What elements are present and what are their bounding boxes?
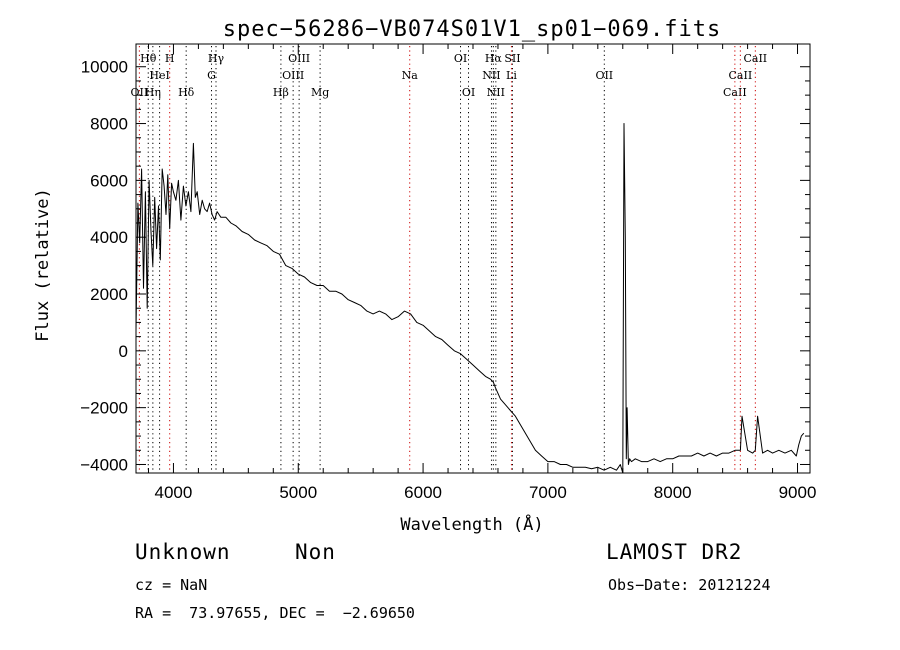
coordinates: RA = 73.97655, DEC = −2.69650	[135, 604, 415, 622]
x-tick-label-2: 6000	[404, 483, 442, 502]
spectrum-line	[135, 123, 805, 474]
line-marker-label-8: Hβ	[273, 86, 289, 99]
line-marker-label-6: G	[207, 69, 216, 82]
y-tick-label-1: −2000	[80, 399, 128, 418]
axes: 4000 5000 6000 7000 8000 9000 −4000 −2000 0 2000 4…	[80, 43, 817, 502]
line-marker-label-7: Hγ	[208, 52, 225, 65]
line-marker-label-9: OIII	[282, 69, 304, 82]
spectral-subclass: Non	[295, 540, 336, 564]
line-marker-label-2: Hη	[145, 86, 161, 99]
line-marker-label-0: OII	[131, 86, 149, 99]
y-tick-label-0: −4000	[80, 455, 128, 474]
x-axis-label: Wavelength (Å)	[400, 513, 543, 535]
line-marker-label-3: HeI	[149, 69, 169, 82]
line-marker-label-5: Hδ	[178, 86, 195, 99]
line-marker-label-16: Hα	[485, 52, 503, 65]
line-marker-label-18: SII	[504, 52, 520, 65]
x-tick-label-5: 9000	[779, 483, 817, 502]
line-marker-label-15: NII	[482, 69, 500, 82]
line-marker-label-20: OII	[595, 69, 613, 82]
line-marker-label-12: Na	[402, 69, 419, 82]
observation-date: Obs−Date: 20121224	[608, 576, 771, 594]
x-tick-label-1: 5000	[279, 483, 317, 502]
y-tick-label-3: 2000	[90, 285, 128, 304]
y-tick-label-2: 0	[119, 342, 128, 361]
spectral-line-markers: OII Hθ Hη HeI H Hδ G Hγ Hβ OIII OIII Mg Na OI OI NII Hα N…	[131, 46, 767, 472]
line-marker-label-23: CaII	[743, 52, 767, 65]
line-marker-label-1: Hθ	[140, 52, 157, 65]
survey-name: LAMOST DR2	[606, 540, 743, 564]
line-marker-label-17: NII	[487, 86, 505, 99]
y-tick-label-5: 6000	[90, 171, 128, 190]
line-marker-label-19: Li	[506, 69, 517, 82]
line-marker-label-14: OI	[462, 86, 475, 99]
redshift-cz: cz = NaN	[135, 576, 208, 594]
spectrum-series-0	[135, 123, 805, 474]
line-marker-label-22: CaII	[729, 69, 753, 82]
plot-frame	[135, 43, 811, 474]
x-tick-label-0: 4000	[155, 483, 193, 502]
x-tick-label-4: 8000	[654, 483, 692, 502]
y-tick-label-6: 8000	[90, 115, 128, 134]
chart-title: spec−56286−VB074S01V1_sp01−069.fits	[223, 17, 722, 42]
line-marker-label-13: OI	[454, 52, 467, 65]
x-tick-label-3: 7000	[529, 483, 567, 502]
line-marker-label-11: Mg	[311, 86, 329, 99]
line-marker-label-4: H	[165, 52, 175, 65]
y-tick-label-4: 4000	[90, 228, 128, 247]
spectral-class: Unknown	[135, 540, 231, 564]
line-marker-label-10: OIII	[288, 52, 310, 65]
y-tick-label-7: 10000	[81, 58, 128, 77]
y-axis-label: Flux (relative)	[33, 188, 53, 342]
line-marker-label-21: CaII	[723, 86, 747, 99]
